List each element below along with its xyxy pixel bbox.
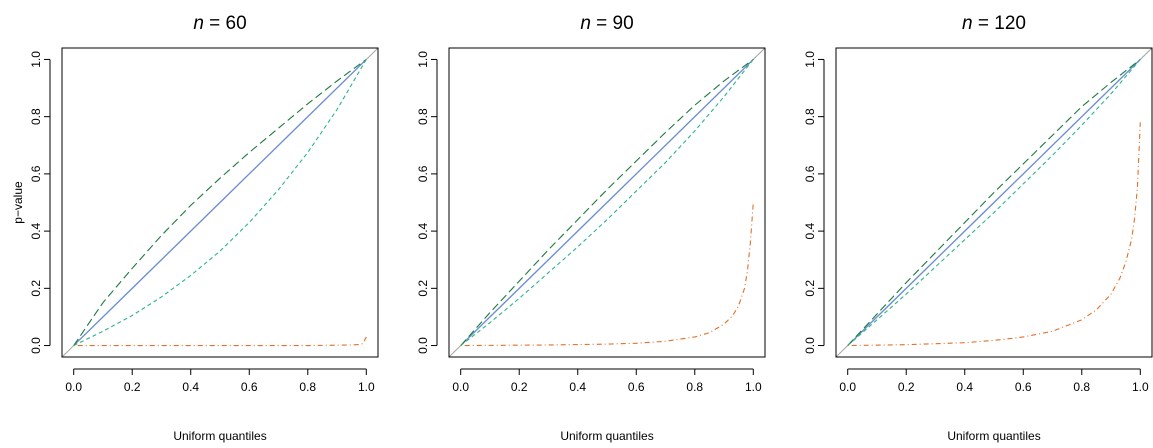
panel-title: n = 60 — [193, 13, 246, 34]
series-longdash-darkgreen-line — [460, 58, 754, 346]
plot-frame — [61, 47, 379, 358]
y-tick-label: 1.0 — [29, 51, 43, 68]
title-value: = 90 — [591, 13, 634, 34]
series-dashed-teal-line — [847, 59, 1141, 346]
title-variable: n — [962, 13, 973, 34]
y-tick-label: 0.2 — [803, 280, 817, 297]
x-tick-label: 1.0 — [358, 380, 375, 394]
x-tick-label: 0.4 — [182, 380, 199, 394]
x-tick-label: 1.0 — [745, 380, 762, 394]
y-tick-label: 0.6 — [803, 165, 817, 182]
x-tick-label: 0.4 — [569, 380, 586, 394]
panel-title: n = 120 — [962, 13, 1026, 34]
series-dotdash-orange-line — [847, 122, 1141, 347]
x-axis-label: Uniform quantiles — [560, 429, 653, 443]
y-axis-label: p−value — [11, 181, 25, 224]
x-tick-label: 0.6 — [628, 380, 645, 394]
series-dashed-teal-line — [73, 59, 367, 347]
y-tick-label: 0.8 — [29, 108, 43, 125]
title-value: = 120 — [973, 13, 1026, 34]
series-dotdash-orange-line — [460, 202, 754, 347]
panel-title: n = 90 — [580, 13, 633, 34]
x-tick-label: 0.8 — [299, 380, 316, 394]
panel-2: 0.0 0.2 0.4 0.6 0.8 1.0 0.0 0.2 0.4 0.6 0.8 1.0 n = … — [416, 13, 766, 443]
y-tick-label: 0.0 — [416, 337, 430, 354]
title-value: = 60 — [204, 13, 247, 34]
x-tick-label: 0.0 — [452, 380, 469, 394]
panel-3: 0.0 0.2 0.4 0.6 0.8 1.0 0.0 0.2 0.4 0.6 0.8 1.0 n = … — [803, 13, 1153, 443]
y-tick-label: 0.2 — [416, 280, 430, 297]
series-longdash-darkgreen-line — [847, 59, 1141, 346]
y-tick-label: 0.6 — [29, 165, 43, 182]
x-tick-label: 0.6 — [1015, 380, 1032, 394]
x-tick-label: 0.2 — [124, 380, 141, 394]
series-dashed-teal-line — [460, 59, 754, 346]
panel-1: 0.0 0.2 0.4 0.6 0.8 1.0 0.0 0.2 0.4 0.6 0.8 1.0 n = … — [11, 13, 379, 443]
series-solid-blue-line — [73, 58, 367, 347]
title-variable: n — [193, 13, 204, 34]
series-solid-blue-line — [460, 58, 754, 347]
x-tick-label: 0.6 — [241, 380, 258, 394]
x-tick-label: 0.0 — [65, 380, 82, 394]
x-tick-label: 0.8 — [1073, 380, 1090, 394]
plot-frame — [835, 47, 1153, 358]
y-tick-label: 0.4 — [29, 222, 43, 239]
x-tick-label: 0.8 — [686, 380, 703, 394]
x-tick-label: 0.2 — [511, 380, 528, 394]
y-tick-label: 0.0 — [29, 337, 43, 354]
y-tick-label: 1.0 — [803, 51, 817, 68]
series-longdash-darkgreen-line — [73, 58, 367, 346]
y-tick-label: 0.8 — [416, 108, 430, 125]
y-tick-label: 0.0 — [803, 337, 817, 354]
y-tick-label: 0.2 — [29, 280, 43, 297]
y-tick-label: 1.0 — [416, 51, 430, 68]
y-tick-label: 0.6 — [416, 165, 430, 182]
x-axis-label: Uniform quantiles — [173, 429, 266, 443]
y-tick-label: 0.8 — [803, 108, 817, 125]
x-tick-label: 0.0 — [839, 380, 856, 394]
y-tick-label: 0.4 — [803, 222, 817, 239]
series-dotdash-orange-line — [73, 336, 367, 347]
plot-frame — [448, 47, 766, 358]
x-tick-label: 0.4 — [956, 380, 973, 394]
x-tick-label: 1.0 — [1132, 380, 1149, 394]
series-solid-blue-line — [847, 58, 1141, 347]
y-tick-label: 0.4 — [416, 222, 430, 239]
title-variable: n — [580, 13, 591, 34]
x-tick-label: 0.2 — [898, 380, 915, 394]
x-axis-label: Uniform quantiles — [947, 429, 1040, 443]
